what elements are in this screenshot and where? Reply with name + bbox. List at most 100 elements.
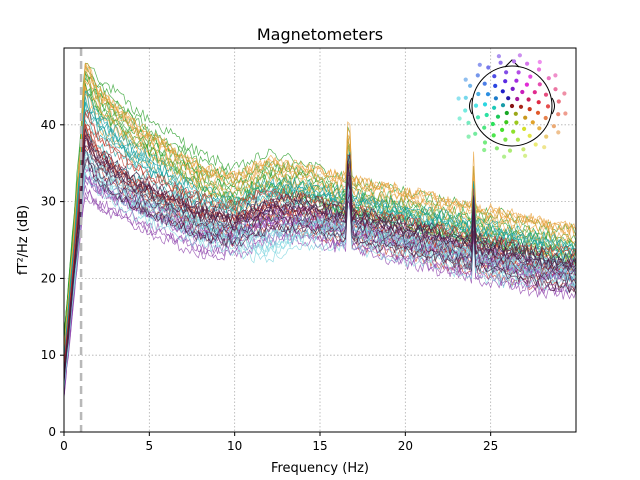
sensor-dot — [522, 126, 527, 131]
psd-trace — [63, 109, 577, 359]
sensor-dot — [516, 70, 521, 75]
sensor-dot — [482, 147, 487, 153]
sensor-dot — [507, 148, 513, 153]
sensor-dot — [551, 124, 557, 129]
psd-trace — [63, 157, 577, 384]
psd-trace — [63, 63, 577, 360]
psd-trace — [63, 185, 577, 397]
sensor-dot — [526, 97, 531, 102]
x-tick-label: 25 — [483, 439, 498, 453]
sensor-dot — [482, 140, 488, 145]
sensor-dot — [504, 70, 509, 75]
sensor-dot — [475, 115, 481, 120]
sensor-dot — [556, 130, 561, 135]
sensor-layout-inset — [456, 53, 568, 159]
sensor-dot — [502, 154, 507, 159]
y-tick-label: 10 — [41, 348, 56, 362]
sensor-dot — [563, 111, 568, 116]
sensor-dot — [500, 127, 505, 132]
plot-area — [63, 47, 577, 433]
sensor-dot — [473, 103, 479, 108]
sensor-dot — [542, 145, 547, 150]
right-ear-shape — [551, 97, 555, 115]
sensor-dot — [515, 96, 520, 102]
sensor-dot — [553, 87, 558, 92]
sensor-dot — [523, 115, 528, 120]
sensor-dot — [562, 91, 567, 96]
psd-trace — [63, 62, 577, 357]
chart-title: Magnetometers — [257, 25, 383, 44]
sensor-dot — [494, 146, 499, 151]
sensor-dot — [466, 120, 471, 125]
x-tick-label: 15 — [312, 439, 327, 453]
sensor-dot — [498, 60, 503, 65]
sensor-dot — [493, 96, 498, 101]
sensor-dot — [528, 74, 533, 79]
y-tick-label: 40 — [41, 118, 56, 132]
sensor-dot — [473, 131, 478, 136]
y-tick-label: 20 — [41, 271, 56, 285]
sensor-dot — [511, 129, 516, 134]
sensor-dot — [456, 96, 461, 101]
sensor-dot — [495, 114, 501, 119]
sensor-dot — [532, 90, 537, 95]
sensor-dot — [500, 89, 505, 94]
y-tick-label: 30 — [41, 195, 56, 209]
sensor-dot — [486, 65, 491, 70]
sensor-dot — [545, 104, 551, 109]
sensor-dot — [504, 110, 509, 116]
x-tick-label: 0 — [60, 439, 68, 453]
sensor-dot — [537, 126, 542, 131]
sensor-dot — [546, 76, 551, 81]
sensor-dot — [482, 81, 487, 86]
sensor-dot — [520, 89, 525, 95]
y-axis-ticks: 0 10 20 30 40 — [41, 118, 64, 439]
sensor-dot — [503, 137, 508, 142]
sensor-dot — [463, 95, 468, 100]
psd-trace — [63, 159, 577, 380]
psd-trace — [63, 90, 577, 365]
sensor-dot — [500, 103, 506, 108]
sensor-dot — [524, 82, 530, 87]
sensor-dot — [491, 133, 496, 138]
x-tick-label: 20 — [398, 439, 413, 453]
sensor-dot — [492, 74, 497, 79]
head-outline — [471, 65, 553, 147]
sensor-dot — [543, 115, 548, 121]
y-axis-label: fT²/Hz (dB) — [16, 205, 31, 275]
psd-traces — [63, 62, 577, 399]
sensor-dot — [484, 112, 489, 118]
sensor-dot — [530, 120, 535, 125]
sensor-dot — [535, 110, 541, 115]
x-tick-label: 10 — [227, 439, 242, 453]
sensor-dot — [493, 83, 498, 88]
x-axis-label: Frequency (Hz) — [271, 461, 369, 476]
sensor-dot — [506, 96, 511, 101]
sensor-dot — [556, 99, 561, 104]
sensor-dot — [518, 104, 524, 109]
sensor-dot — [513, 111, 518, 116]
sensor-dot — [492, 105, 497, 110]
sensor-dot — [556, 112, 561, 117]
sensor-dot — [503, 79, 508, 84]
sensor-dot — [475, 73, 480, 78]
psd-trace — [63, 65, 577, 351]
psd-trace — [63, 63, 577, 340]
sensor-dot — [457, 116, 462, 121]
sensor-dot — [511, 59, 517, 64]
x-axis-ticks: 0 5 10 15 20 25 — [60, 432, 498, 453]
sensor-dot — [514, 78, 519, 83]
psd-trace — [63, 192, 577, 397]
sensor-dot — [466, 134, 471, 139]
sensor-dot — [490, 121, 495, 127]
psd-trace — [63, 128, 577, 373]
sensor-dot — [523, 153, 528, 158]
sensor-dot — [468, 83, 473, 88]
left-ear-shape — [469, 97, 473, 115]
sensor-dot — [504, 120, 509, 125]
sensor-dot — [537, 59, 542, 65]
sensor-dot — [537, 82, 542, 87]
sensor-dot — [527, 107, 532, 112]
sensor-dot — [477, 62, 482, 67]
